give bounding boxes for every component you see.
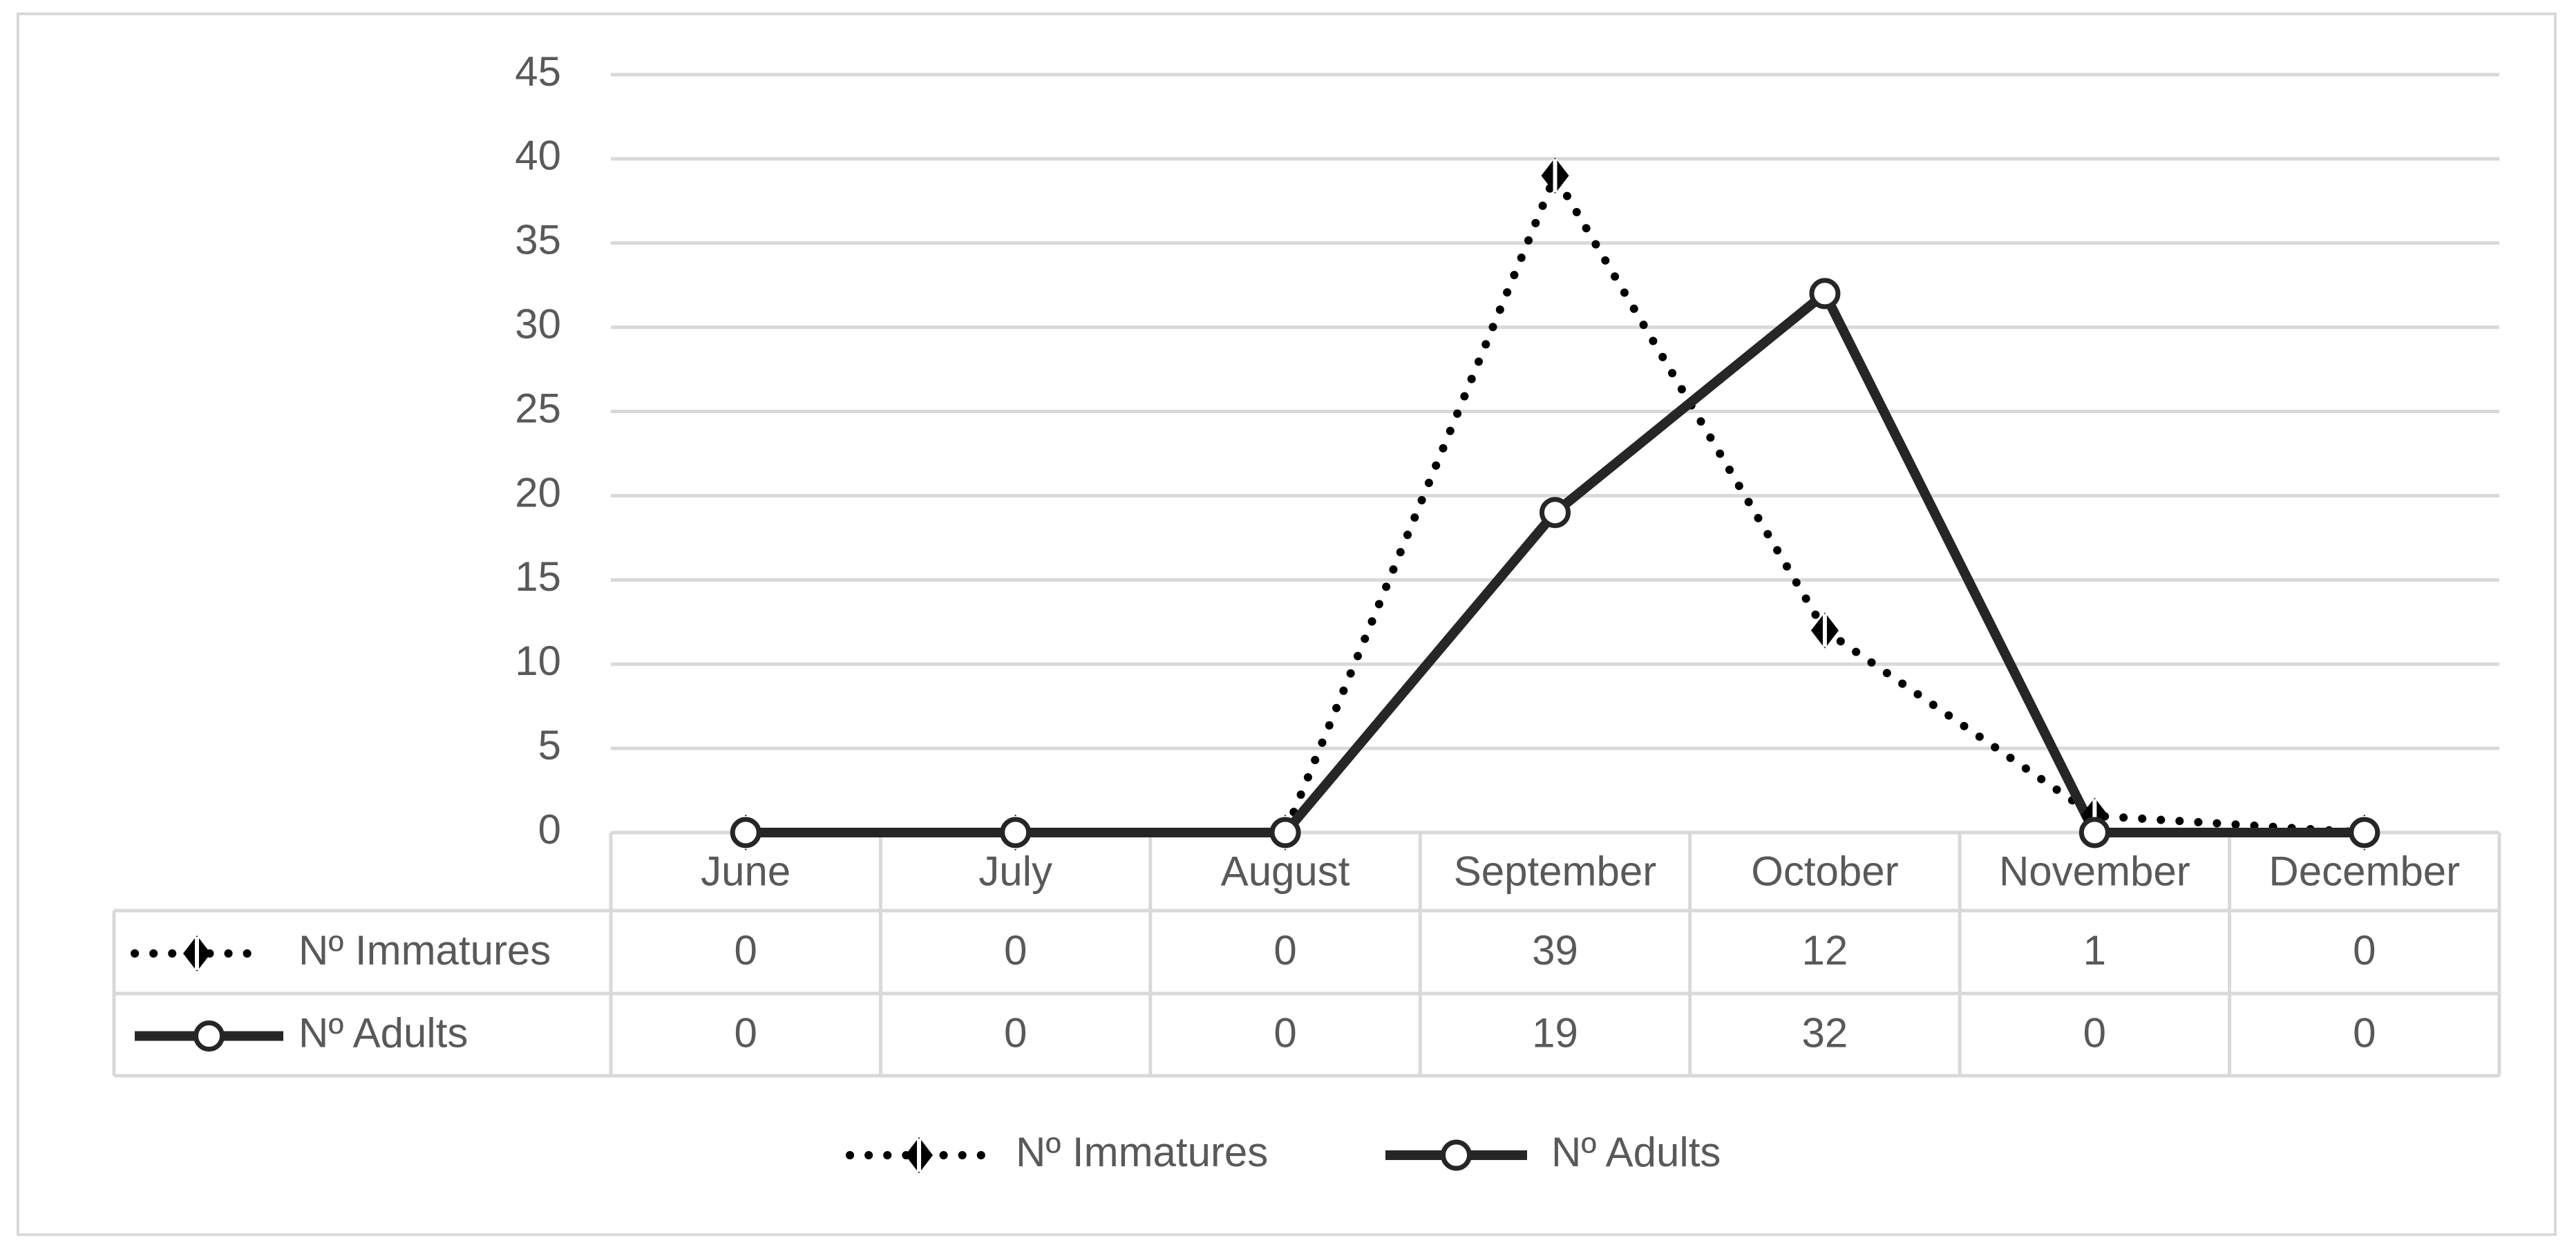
- y-tick-label: 30: [515, 301, 561, 348]
- y-axis-ticks: 0 5 10 15 20 25 30 35 40 45: [515, 48, 561, 853]
- table-cell-value: 0: [1273, 927, 1296, 973]
- table-cell-value: 32: [1802, 1009, 1848, 1056]
- y-tick-label: 20: [515, 469, 561, 515]
- data-point-adults: [2349, 817, 2380, 848]
- diamond-marker-highlight: [195, 937, 199, 970]
- diamond-marker-highlight: [1553, 159, 1557, 193]
- gridlines: [611, 73, 2499, 750]
- table-cell-value: 19: [1532, 1009, 1578, 1056]
- data-point-immatures: [1541, 158, 1569, 194]
- diamond-marker-highlight: [2092, 799, 2097, 833]
- x-tick-label: October: [1751, 848, 1898, 894]
- data-point-adults: [730, 817, 761, 848]
- data-point-adults: [1540, 497, 1571, 529]
- y-tick-label: 15: [515, 553, 561, 600]
- data-table: June July August September October November De…: [112, 830, 2501, 1078]
- table-cell-value: 0: [735, 927, 757, 973]
- data-point-adults: [1809, 278, 1841, 310]
- y-tick-label: 40: [515, 133, 561, 179]
- legend-key-marker-immatures: [905, 1137, 933, 1173]
- data-point-adults: [2078, 817, 2110, 848]
- table-cell-value: 0: [2353, 1009, 2376, 1056]
- legend-key-marker-adults: [1441, 1139, 1472, 1171]
- table-cell-value: 0: [1004, 1009, 1027, 1056]
- table-cell-value: 0: [1273, 1009, 1296, 1056]
- series-lines: [730, 158, 2380, 851]
- x-tick-label: September: [1454, 848, 1657, 894]
- diamond-marker-highlight: [917, 1139, 921, 1172]
- table-row-label-adults: Nº Adults: [299, 1009, 468, 1056]
- y-tick-label: 0: [538, 806, 561, 853]
- x-tick-label: December: [2269, 848, 2460, 894]
- y-tick-label: 25: [515, 385, 561, 431]
- chart-frame: [17, 12, 2557, 1236]
- table-cell-value: 12: [1802, 927, 1848, 973]
- table-cell-value: 0: [735, 1009, 757, 1056]
- table-cell-value: 0: [2353, 927, 2376, 973]
- legend-label-adults: Nº Adults: [1551, 1129, 1721, 1175]
- y-tick-label: 35: [515, 217, 561, 263]
- data-point-adults: [1269, 817, 1301, 848]
- table-cell-value: 0: [2083, 1009, 2106, 1056]
- data-point-immatures: [1810, 612, 1839, 649]
- diamond-marker-highlight: [1822, 614, 1827, 647]
- legend-key-marker-adults: [193, 1020, 225, 1052]
- x-tick-label: August: [1221, 848, 1350, 894]
- y-tick-label: 5: [538, 722, 561, 768]
- x-tick-label: June: [701, 848, 790, 894]
- y-tick-label: 45: [515, 48, 561, 95]
- table-cell-value: 1: [2083, 927, 2106, 973]
- data-point-adults: [1000, 817, 1032, 848]
- legend-key-marker-immatures: [183, 935, 211, 971]
- x-tick-label: July: [978, 848, 1052, 894]
- series-line-adults: [746, 288, 2365, 837]
- x-tick-label: November: [1999, 848, 2190, 894]
- legend: Nº Immatures Nº Adults: [846, 1129, 1721, 1175]
- table-cell-value: 0: [1004, 927, 1027, 973]
- legend-label-immatures: Nº Immatures: [1016, 1129, 1268, 1175]
- table-row-label-immatures: Nº Immatures: [299, 927, 551, 973]
- table-cell-value: 39: [1532, 927, 1578, 973]
- y-tick-label: 10: [515, 638, 561, 684]
